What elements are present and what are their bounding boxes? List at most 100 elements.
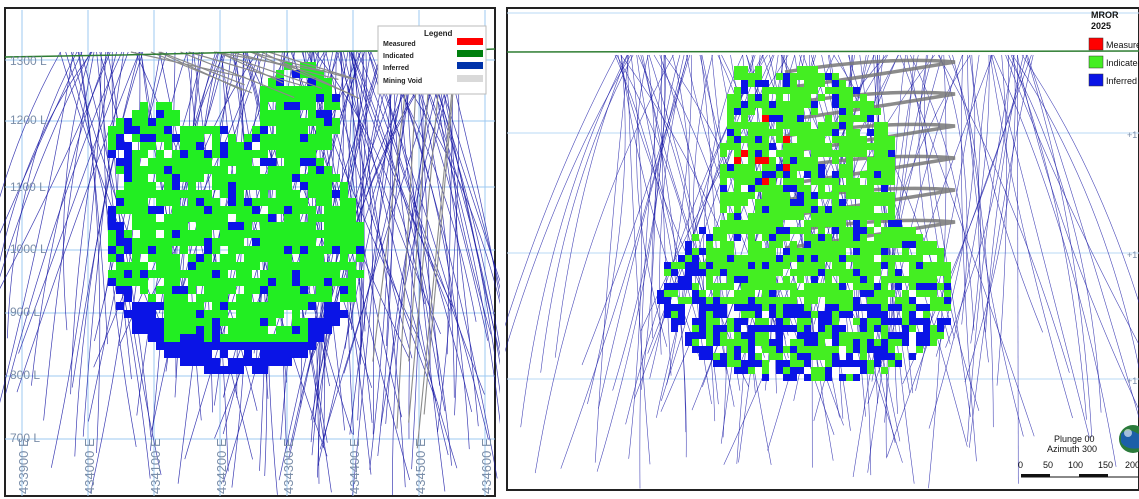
resource-block	[923, 269, 930, 276]
resource-block	[260, 238, 268, 246]
resource-block	[881, 122, 888, 129]
resource-block	[790, 283, 797, 290]
resource-block	[324, 286, 332, 294]
resource-block	[783, 297, 790, 304]
resource-block	[156, 302, 164, 310]
resource-block	[741, 66, 748, 73]
resource-block	[874, 297, 881, 304]
resource-block	[762, 129, 769, 136]
resource-block	[196, 166, 204, 174]
resource-block	[720, 227, 727, 234]
resource-block	[276, 342, 284, 350]
resource-block	[332, 238, 340, 246]
resource-block	[260, 102, 268, 110]
resource-block	[811, 332, 818, 339]
resource-block	[300, 198, 308, 206]
resource-block	[790, 94, 797, 101]
resource-block	[762, 101, 769, 108]
resource-block	[292, 142, 300, 150]
resource-block	[755, 339, 762, 346]
resource-block	[268, 254, 276, 262]
resource-block	[769, 101, 776, 108]
left-mining-voids	[130, 51, 457, 449]
resource-block	[846, 304, 853, 311]
resource-block	[204, 150, 212, 158]
resource-block	[212, 326, 220, 334]
resource-block	[839, 297, 846, 304]
resource-block	[252, 182, 260, 190]
resource-block	[804, 297, 811, 304]
resource-block	[797, 213, 804, 220]
resource-block	[909, 325, 916, 332]
resource-block	[164, 158, 172, 166]
drillhole	[0, 51, 93, 263]
resource-block	[860, 360, 867, 367]
resource-block	[180, 286, 188, 294]
resource-block	[853, 374, 860, 381]
resource-block	[172, 214, 180, 222]
resource-block	[755, 297, 762, 304]
resource-block	[720, 269, 727, 276]
resource-block	[284, 262, 292, 270]
resource-block	[790, 367, 797, 374]
resource-block	[853, 339, 860, 346]
resource-block	[220, 150, 228, 158]
resource-block	[212, 334, 220, 342]
resource-block	[902, 255, 909, 262]
resource-block	[797, 367, 804, 374]
resource-block	[324, 198, 332, 206]
resource-block	[276, 254, 284, 262]
resource-block	[776, 129, 783, 136]
resource-block	[748, 311, 755, 318]
resource-block	[156, 246, 164, 254]
drillhole	[31, 51, 109, 386]
resource-block	[276, 94, 284, 102]
mining-void	[130, 51, 246, 79]
resource-block	[734, 220, 741, 227]
resource-block	[776, 360, 783, 367]
drillhole	[964, 54, 1016, 383]
scale-bar: 0 50 100 150 200	[1018, 460, 1139, 478]
resource-block	[172, 278, 180, 286]
resource-block	[308, 214, 316, 222]
resource-block	[748, 150, 755, 157]
resource-block	[937, 248, 944, 255]
resource-block	[260, 110, 268, 118]
resource-block	[164, 102, 172, 110]
resource-block	[713, 234, 720, 241]
resource-block	[769, 234, 776, 241]
drillhole	[77, 51, 108, 345]
resource-block	[244, 254, 252, 262]
resource-block	[825, 325, 832, 332]
resource-block	[874, 346, 881, 353]
resource-block	[348, 222, 356, 230]
resource-block	[860, 283, 867, 290]
resource-block	[244, 270, 252, 278]
resource-block	[348, 294, 356, 302]
resource-block	[268, 78, 276, 86]
resource-block	[867, 248, 874, 255]
resource-block	[783, 213, 790, 220]
resource-block	[356, 254, 364, 262]
resource-block	[116, 270, 124, 278]
resource-block	[909, 255, 916, 262]
resource-block	[804, 241, 811, 248]
resource-block	[156, 326, 164, 334]
resource-block	[212, 278, 220, 286]
drillhole	[412, 51, 500, 425]
resource-block	[228, 134, 236, 142]
resource-block	[188, 334, 196, 342]
resource-block	[140, 206, 148, 214]
resource-block	[741, 87, 748, 94]
resource-block	[741, 262, 748, 269]
resource-block	[818, 150, 825, 157]
resource-block	[741, 164, 748, 171]
resource-block	[874, 143, 881, 150]
resource-block	[188, 358, 196, 366]
drillhole	[1017, 54, 1139, 411]
right-topography	[506, 50, 1139, 53]
resource-block	[340, 254, 348, 262]
resource-block	[727, 269, 734, 276]
legend-swatch-measured	[1088, 37, 1104, 51]
resource-block	[804, 80, 811, 87]
